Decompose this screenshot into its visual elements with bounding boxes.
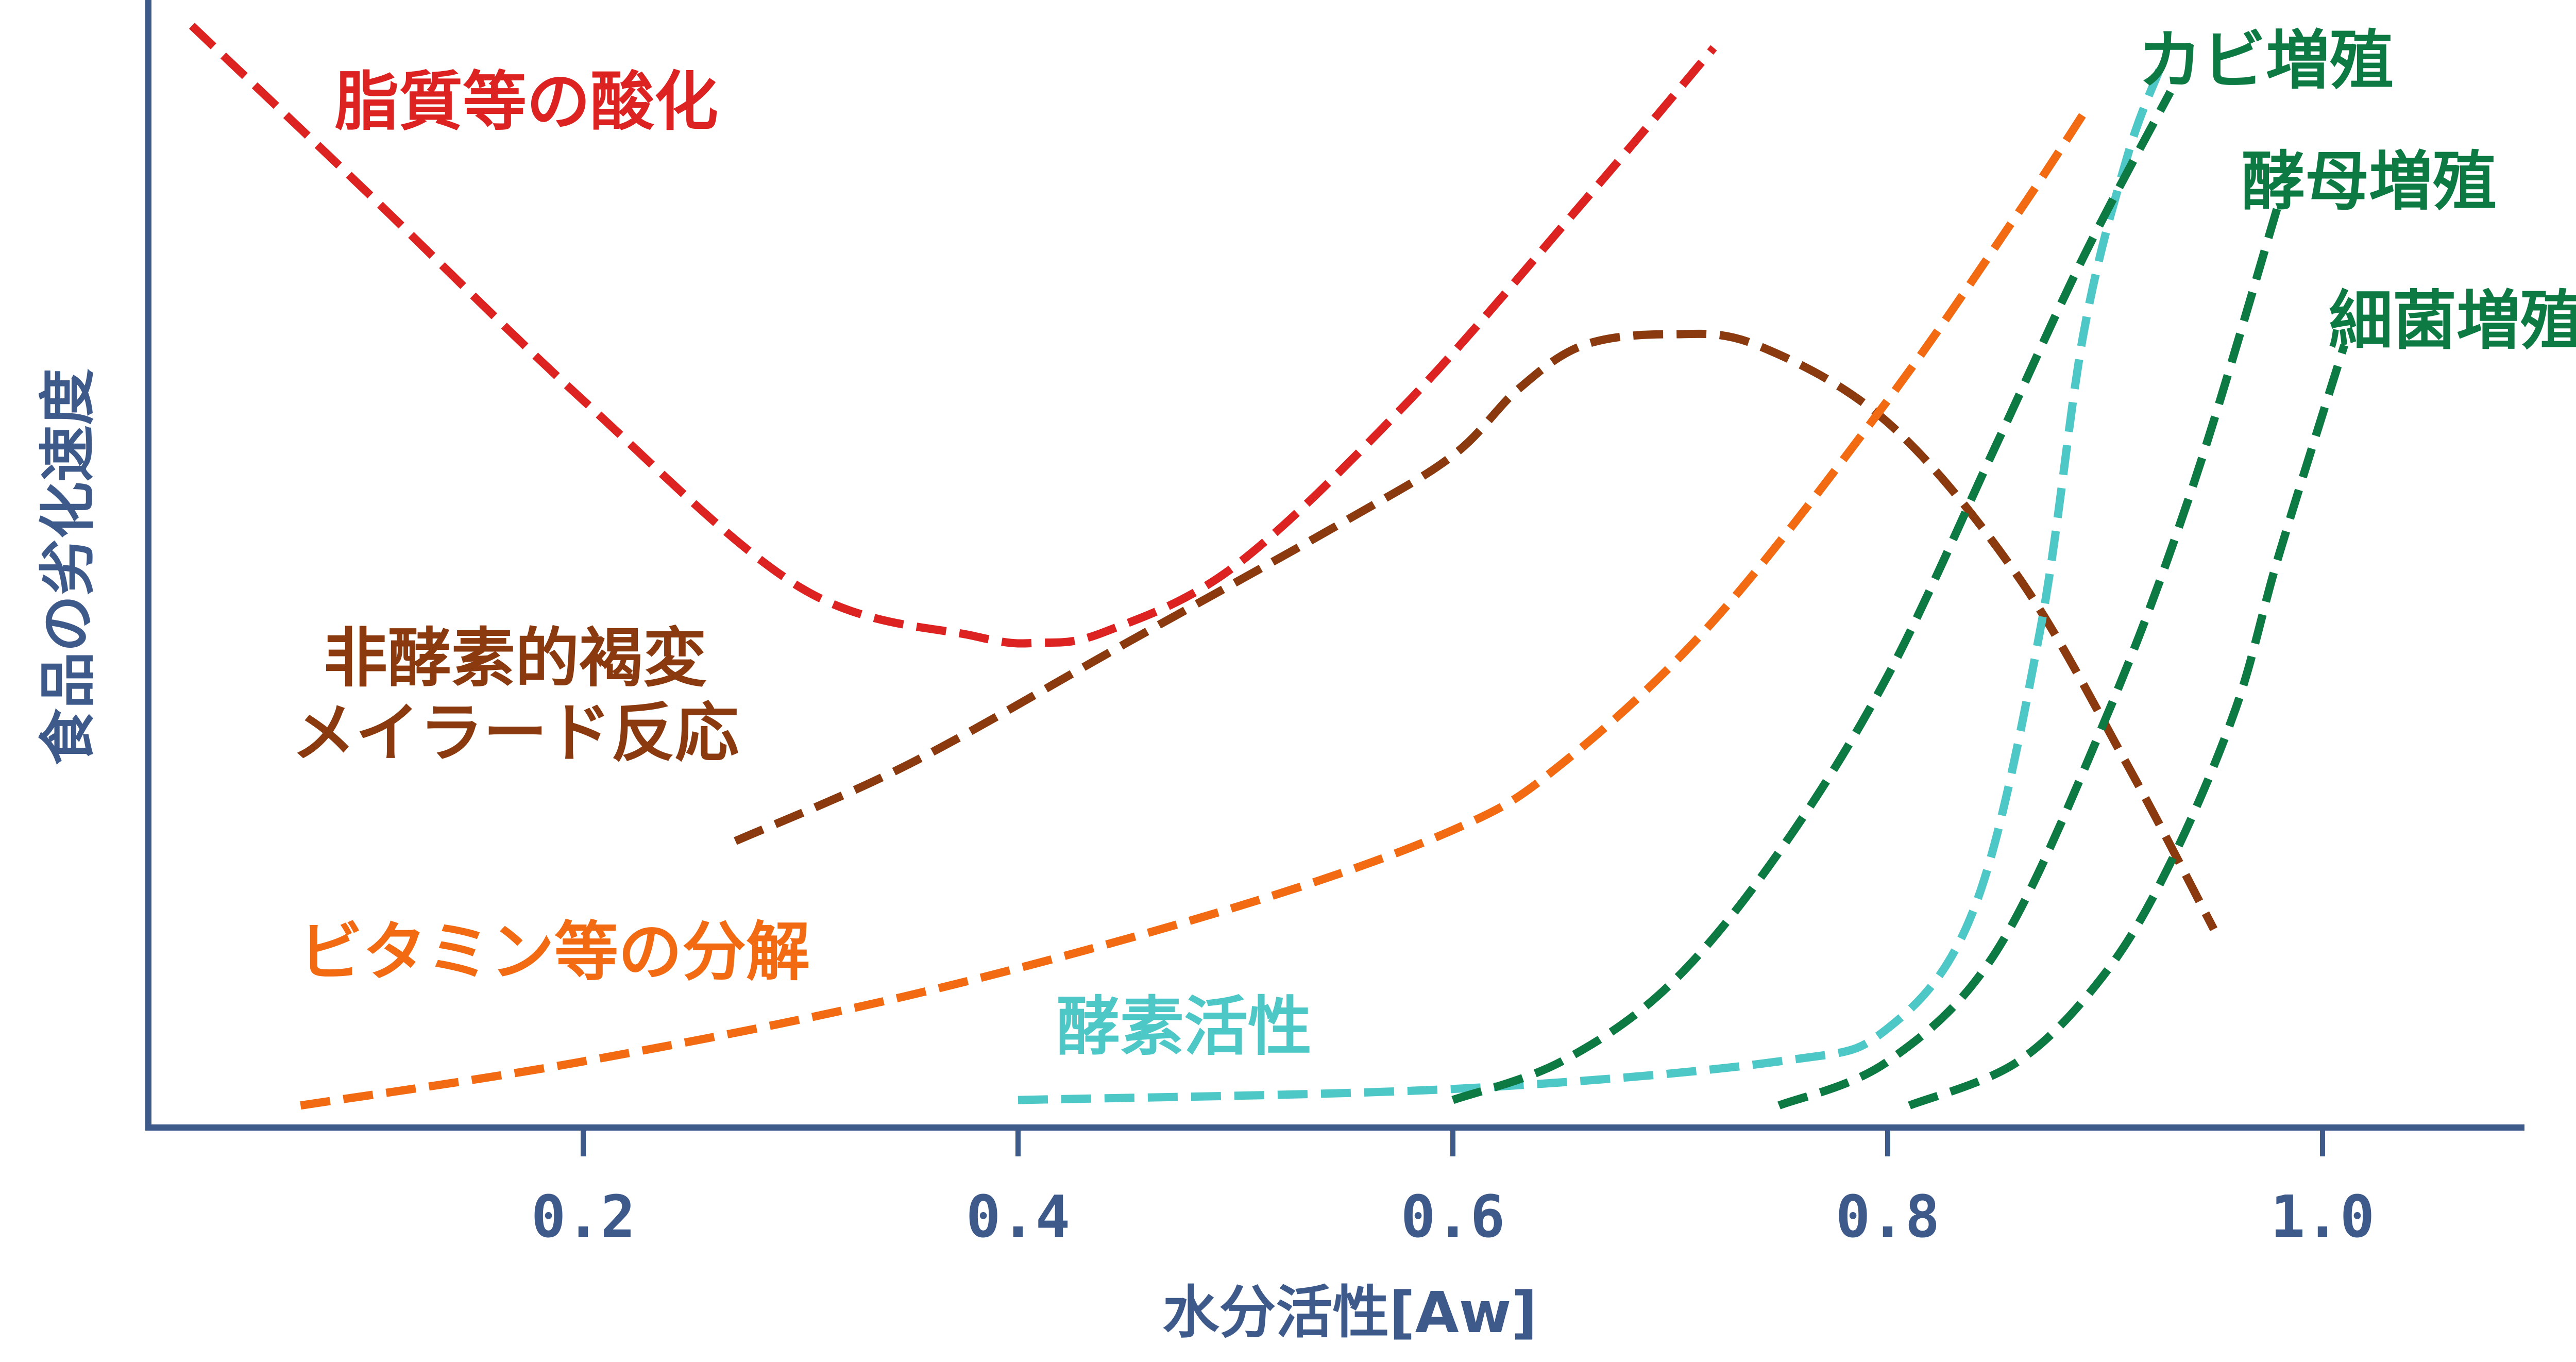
series-curve-6 — [1908, 344, 2348, 1109]
x-tick-label-0: 0.2 — [531, 1184, 635, 1251]
series-label-line: 細菌増殖 — [2329, 284, 2576, 358]
series-label-line: 酵母増殖 — [2241, 145, 2497, 219]
x-axis-title: 水分活性[Aw] — [1162, 1280, 1537, 1346]
series-curve-0 — [189, 23, 1717, 648]
series-curve-5 — [1777, 200, 2283, 1109]
series-label-3: 酵素活性 — [1056, 990, 1312, 1064]
series-label-5: 酵母増殖 — [2241, 145, 2497, 219]
series-label-1: 非酵素的褐変メイラード反応 — [292, 621, 739, 770]
series-label-line: 脂質等の酸化 — [335, 65, 718, 139]
x-tick-label-1: 0.4 — [966, 1184, 1070, 1251]
series-label-line: メイラード反応 — [292, 696, 739, 770]
y-axis-title: 食品の劣化速度 — [35, 368, 101, 765]
series-curve-1 — [734, 329, 2218, 931]
x-ticks: 0.2 0.4 0.6 0.8 1.0 — [531, 1128, 2375, 1251]
series-curve-2 — [300, 111, 2087, 1110]
x-tick-label-3: 0.8 — [1836, 1184, 1940, 1251]
x-tick-label-4: 1.0 — [2270, 1184, 2375, 1251]
series-label-line: カビ増殖 — [2138, 24, 2394, 98]
series-label-2: ビタミン等の分解 — [299, 915, 810, 989]
series-label-0: 脂質等の酸化 — [335, 65, 718, 139]
series-label-4: カビ増殖 — [2138, 24, 2394, 98]
series-label-6: 細菌増殖 — [2329, 284, 2576, 358]
series-label-line: 非酵素的褐変 — [324, 621, 707, 696]
series-label-line: ビタミン等の分解 — [299, 915, 810, 989]
x-tick-label-2: 0.6 — [1401, 1184, 1505, 1251]
series-curves — [189, 23, 2348, 1110]
series-curve-4 — [1451, 90, 2174, 1104]
series-label-line: 酵素活性 — [1056, 990, 1312, 1064]
series-curve-3 — [1018, 68, 2163, 1104]
